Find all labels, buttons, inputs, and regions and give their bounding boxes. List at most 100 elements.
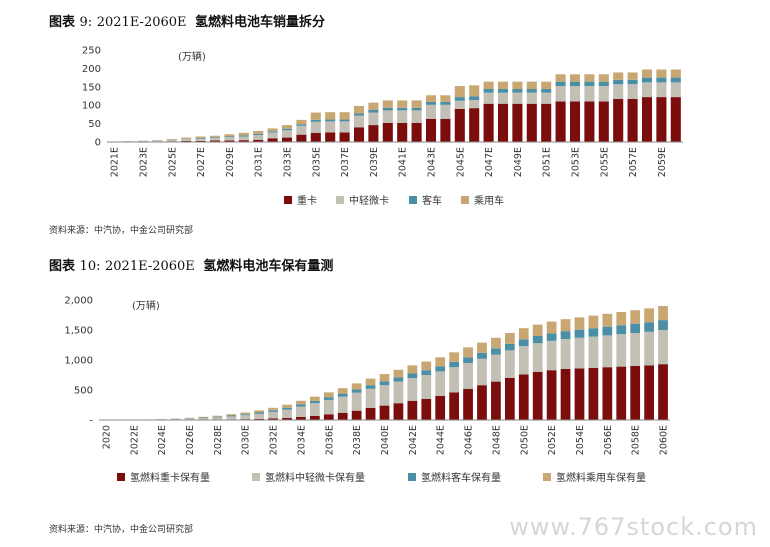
stock-bar-light bbox=[365, 388, 376, 408]
stock-bar-heavy bbox=[477, 385, 487, 420]
sales-bar-car bbox=[195, 136, 206, 138]
sales-ytick-label: 0 bbox=[95, 138, 101, 149]
sales-bar-light bbox=[195, 138, 206, 141]
sales-xtick-label: 2025E bbox=[167, 147, 178, 177]
stock-bar-bus bbox=[616, 325, 627, 335]
sales-bar-light bbox=[281, 130, 293, 138]
stock-ytick-label: - bbox=[89, 416, 93, 427]
sales-bar-heavy bbox=[209, 140, 221, 142]
stock-bar-car bbox=[282, 404, 292, 408]
stock-bar-light bbox=[574, 337, 585, 369]
sales-bar-heavy bbox=[454, 108, 465, 142]
figure2-source: 资料来源：中汽协，中金公司研究部 bbox=[49, 525, 194, 535]
sales-bar-light bbox=[166, 140, 177, 142]
figure1-heading: 氢燃料电池车销量拆分 bbox=[195, 15, 326, 30]
stock-bar-heavy bbox=[296, 417, 306, 420]
sales-bar-bus bbox=[296, 124, 307, 126]
stock-bar-light bbox=[463, 363, 473, 389]
sales-bar-light bbox=[397, 110, 408, 123]
sales-bar-bus bbox=[584, 81, 595, 87]
stock-xtick-label: 2056E bbox=[603, 425, 614, 455]
sales-xtick-label: 2021E bbox=[110, 147, 121, 177]
sales-bar-car bbox=[325, 112, 336, 120]
stock-bar-light bbox=[282, 409, 292, 418]
sales-bar-bus bbox=[281, 128, 293, 131]
stock-bar-bus bbox=[282, 407, 292, 410]
stock-xtick-label: 2028E bbox=[213, 425, 224, 455]
stock-bar-bus bbox=[477, 352, 487, 359]
sales-bar-heavy bbox=[569, 101, 581, 142]
sales-bar-car bbox=[368, 102, 379, 110]
sales-xtick-label: 2041E bbox=[398, 147, 409, 177]
sales-bar-bus bbox=[627, 79, 638, 85]
sales-bar-car bbox=[555, 74, 566, 82]
figure2-label: 图表 bbox=[49, 259, 76, 274]
sales-bar-car bbox=[469, 85, 480, 97]
sales-bar-light bbox=[181, 139, 192, 141]
stock-legend-swatch bbox=[543, 473, 551, 481]
figure1-source: 资料来源：中汽协，中金公司研究部 bbox=[49, 226, 194, 236]
stock-bar-bus bbox=[504, 343, 515, 351]
stock-bar-heavy bbox=[309, 415, 320, 420]
sales-ytick-label: 150 bbox=[82, 82, 101, 93]
stock-xtick-label: 2036E bbox=[324, 425, 335, 455]
stock-bar-light bbox=[616, 334, 627, 367]
sales-bar-heavy bbox=[339, 132, 350, 142]
stock-bar-light bbox=[477, 358, 487, 386]
stock-bar-car bbox=[268, 407, 278, 411]
stock-bar-bus bbox=[351, 389, 362, 393]
sales-chart: 0 50 100 150 200 250 2021E 2023E 2025E 2027E 2029E… bbox=[82, 46, 683, 207]
stock-legend-label: 氢燃料重卡保有量 bbox=[130, 471, 210, 484]
stock-bar-bus bbox=[518, 339, 529, 347]
figure2-range: 2021E-2060E bbox=[105, 259, 195, 274]
stock-xtick-label: 2026E bbox=[185, 425, 196, 455]
sales-legend-label: 重卡 bbox=[297, 194, 317, 207]
sales-legend-swatch bbox=[461, 196, 469, 204]
sales-bar-bus bbox=[353, 113, 365, 116]
stock-bar-bus bbox=[435, 366, 446, 372]
stock-bar-bus bbox=[658, 320, 668, 330]
stock-bar-light bbox=[588, 336, 599, 368]
sales-bar-heavy bbox=[497, 103, 509, 142]
sales-bar-heavy bbox=[469, 108, 480, 142]
stock-bar-light bbox=[518, 346, 529, 375]
stock-xtick-label: 2050E bbox=[519, 425, 530, 455]
sales-bar-car bbox=[526, 81, 537, 90]
sales-bar-bus bbox=[454, 97, 465, 101]
stock-bar-bus bbox=[560, 331, 571, 339]
sales-bar-light bbox=[325, 121, 336, 133]
stock-bar-light bbox=[504, 350, 515, 378]
sales-bar-car bbox=[512, 81, 523, 90]
stock-bar-bus bbox=[379, 381, 390, 386]
sales-bar-heavy bbox=[296, 134, 307, 142]
stock-bar-car bbox=[351, 383, 362, 390]
sales-bar-car bbox=[584, 74, 595, 82]
stock-bar-light bbox=[351, 392, 362, 411]
sales-bar-car bbox=[382, 100, 393, 108]
figure2-number: 10: bbox=[79, 259, 101, 274]
sales-bar-heavy bbox=[598, 101, 609, 142]
stock-bar-car bbox=[477, 342, 487, 353]
stock-bar-heavy bbox=[323, 414, 334, 420]
stock-bar-heavy bbox=[407, 400, 418, 420]
stock-bar-heavy bbox=[491, 381, 501, 420]
sales-bar-heavy bbox=[253, 139, 264, 142]
sales-xtick-label: 2037E bbox=[340, 147, 351, 177]
sales-bar-light bbox=[598, 86, 609, 102]
sales-bar-light bbox=[368, 112, 379, 126]
sales-unit-label: (万辆) bbox=[178, 50, 206, 63]
sales-bar-car bbox=[656, 69, 667, 78]
stock-bar-car bbox=[616, 312, 627, 326]
sales-bar-light bbox=[339, 121, 350, 133]
sales-bar-car bbox=[209, 135, 221, 138]
sales-bar-car bbox=[267, 128, 278, 132]
sales-bar-bus bbox=[253, 133, 264, 135]
stock-bar-light bbox=[602, 335, 613, 368]
sales-bar-car bbox=[454, 86, 465, 98]
sales-bar-car bbox=[397, 100, 408, 108]
sales-bar-car bbox=[598, 74, 609, 82]
stock-bar-heavy bbox=[337, 412, 348, 420]
sales-bar-light bbox=[310, 121, 321, 133]
sales-bar-bus bbox=[238, 135, 249, 137]
stock-xtick-label: 2058E bbox=[631, 425, 642, 455]
